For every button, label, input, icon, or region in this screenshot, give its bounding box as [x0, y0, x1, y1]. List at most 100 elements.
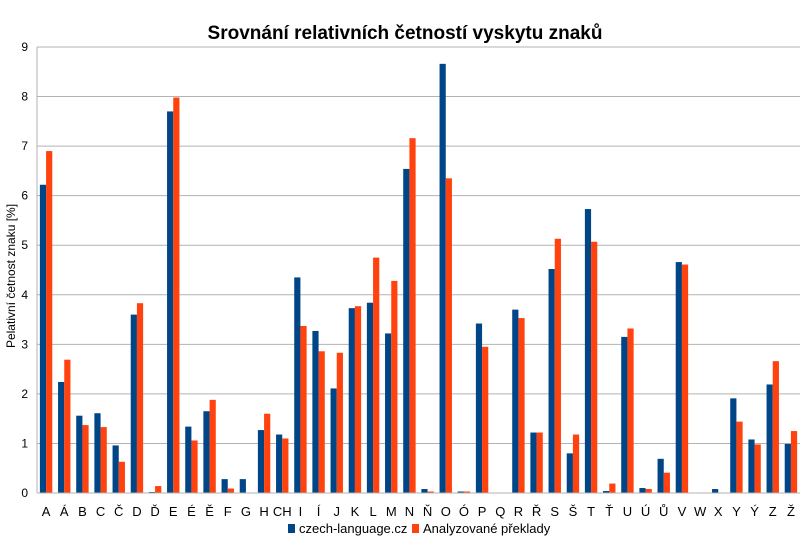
bar-czech-language-1 — [58, 382, 65, 493]
x-category-label: S — [550, 504, 559, 519]
x-category-label: E — [169, 504, 178, 519]
x-category-label: M — [386, 504, 397, 519]
x-category-label: Ú — [641, 504, 650, 519]
bar-analyzovane-17 — [354, 306, 362, 493]
x-category-label: Í — [317, 504, 321, 519]
legend-label: Analyzované překlady — [423, 521, 551, 536]
bar-analyzovane-14 — [300, 326, 307, 493]
bar-czech-language-24 — [475, 323, 483, 493]
bar-analyzovane-2 — [82, 425, 89, 493]
bar-czech-language-28 — [548, 269, 555, 493]
x-category-label: Ň — [423, 504, 432, 519]
bar-analyzovane-38 — [736, 421, 743, 493]
bar-czech-language-27 — [530, 432, 537, 493]
x-category-label: Ž — [787, 504, 795, 519]
y-tick-label: 1 — [21, 436, 28, 450]
y-tick-label: 6 — [21, 189, 28, 203]
bar-czech-language-33 — [639, 488, 646, 493]
bar-analyzovane-8 — [191, 440, 198, 493]
bar-czech-language-8 — [185, 426, 192, 493]
bar-analyzovane-13 — [282, 438, 289, 493]
bar-czech-language-13 — [276, 434, 283, 493]
bar-analyzovane-28 — [554, 238, 561, 493]
bar-czech-language-4 — [112, 445, 119, 493]
bar-analyzovane-5 — [136, 303, 144, 493]
legend-swatch — [412, 524, 419, 533]
x-category-label: Á — [60, 504, 69, 519]
bars — [39, 63, 798, 494]
x-category-label: N — [405, 504, 414, 519]
x-category-label: W — [694, 504, 707, 519]
x-category-label: K — [351, 504, 360, 519]
bar-analyzovane-21 — [427, 491, 434, 493]
y-tick-label: 3 — [21, 337, 28, 351]
chart-title: Srovnání relativních četností vyskytu zn… — [208, 23, 603, 44]
bar-analyzovane-29 — [572, 434, 580, 493]
bar-czech-language-2 — [76, 415, 83, 493]
bar-czech-language-5 — [130, 314, 137, 493]
legend-swatch — [288, 524, 295, 533]
bar-czech-language-41 — [784, 443, 791, 493]
bar-czech-language-12 — [257, 430, 265, 493]
bar-analyzovane-1 — [64, 359, 71, 493]
bar-analyzovane-23 — [463, 491, 471, 493]
bar-czech-language-30 — [584, 209, 592, 494]
bar-czech-language-15 — [312, 330, 319, 493]
bar-czech-language-37 — [712, 489, 719, 493]
bar-analyzovane-39 — [754, 444, 761, 493]
x-category-label: V — [678, 504, 687, 519]
bar-analyzovane-20 — [409, 138, 416, 493]
bar-czech-language-3 — [94, 413, 101, 493]
y-tick-label: 9 — [21, 40, 28, 54]
x-category-label: Č — [114, 504, 123, 519]
bar-analyzovane-3 — [100, 427, 107, 493]
bar-czech-language-17 — [348, 308, 355, 493]
bar-czech-language-40 — [766, 384, 773, 493]
y-tick-label: 5 — [21, 238, 28, 252]
bar-czech-language-14 — [294, 277, 301, 493]
bar-czech-language-29 — [566, 453, 573, 493]
bar-czech-language-18 — [366, 302, 374, 493]
y-tick-label: 8 — [21, 90, 28, 104]
x-category-label: D — [132, 504, 141, 519]
bar-analyzovane-19 — [391, 280, 398, 493]
x-category-label: Ť — [605, 504, 613, 519]
x-category-label: Ď — [150, 504, 159, 519]
x-category-label: I — [299, 504, 303, 519]
bar-czech-language-10 — [221, 479, 228, 493]
bar-czech-language-21 — [421, 489, 428, 493]
x-category-label: Ů — [659, 504, 668, 519]
legend: czech-language.cz Analyzované překlady — [288, 521, 551, 536]
x-category-label: É — [187, 504, 196, 519]
x-category-label: Ó — [459, 504, 469, 519]
bar-czech-language-31 — [603, 491, 610, 493]
bar-analyzovane-16 — [336, 352, 343, 493]
y-tick-label: 4 — [21, 288, 28, 302]
bar-analyzovane-10 — [227, 488, 234, 493]
x-category-label: Z — [769, 504, 777, 519]
bar-analyzovane-35 — [681, 264, 689, 493]
bar-analyzovane-18 — [373, 257, 380, 493]
bar-czech-language-26 — [512, 309, 519, 493]
bar-analyzovane-34 — [663, 472, 670, 493]
bar-analyzovane-41 — [790, 431, 798, 493]
bar-analyzovane-30 — [591, 241, 598, 493]
x-category-label: X — [714, 504, 723, 519]
x-category-label: O — [441, 504, 451, 519]
x-category-label: A — [42, 504, 51, 519]
x-category-label: Ě — [205, 504, 214, 519]
bar-czech-language-35 — [675, 262, 682, 493]
bar-analyzovane-7 — [173, 97, 180, 494]
bar-analyzovane-6 — [155, 486, 162, 493]
x-category-label: F — [224, 504, 232, 519]
bar-analyzovane-40 — [772, 361, 779, 493]
bar-czech-language-11 — [239, 479, 246, 493]
legend-label: czech-language.cz — [299, 521, 407, 536]
x-category-label: J — [334, 504, 341, 519]
x-category-label: Q — [495, 504, 505, 519]
bar-analyzovane-26 — [518, 318, 525, 493]
gridlines — [37, 46, 800, 494]
x-category-label: P — [478, 504, 487, 519]
bar-czech-language-32 — [621, 336, 628, 493]
